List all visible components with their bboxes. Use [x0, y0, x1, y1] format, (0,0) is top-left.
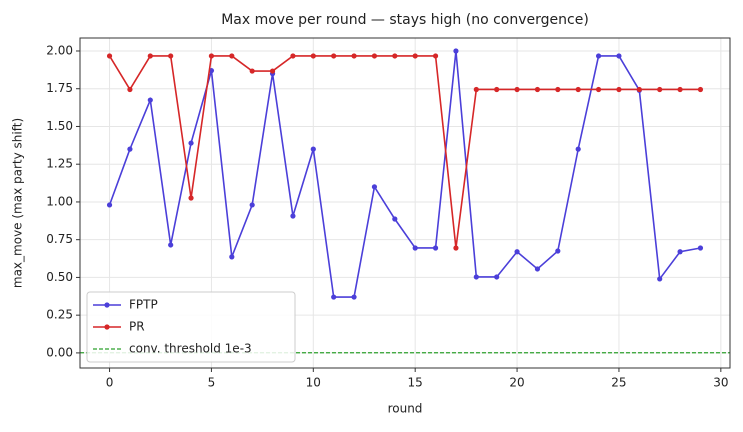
- point: [697, 245, 704, 251]
- point: [514, 86, 520, 93]
- x-tick-label: 20: [509, 376, 524, 390]
- point: [290, 53, 296, 59]
- point: [453, 48, 459, 54]
- y-tick-label: 1.00: [46, 194, 73, 208]
- legend-label: PR: [129, 320, 145, 334]
- point: [657, 276, 663, 282]
- point: [392, 53, 398, 59]
- point: [371, 53, 378, 59]
- point: [208, 53, 215, 59]
- point: [636, 86, 642, 93]
- point: [595, 53, 602, 59]
- legend-label: FPTP: [129, 298, 158, 312]
- y-tick-label: 1.25: [46, 157, 73, 171]
- point: [371, 184, 378, 190]
- point: [677, 249, 683, 255]
- legend-box: [86, 291, 296, 363]
- legend-label: conv. threshold 1e-3: [129, 342, 252, 356]
- y-tick-label: 0.25: [46, 308, 73, 322]
- y-tick-label: 1.75: [46, 81, 73, 95]
- y-axis-label: max_move (max party shift): [11, 118, 25, 288]
- point: [616, 86, 622, 93]
- point: [147, 53, 153, 59]
- point: [412, 53, 418, 59]
- point: [229, 53, 235, 59]
- point: [697, 86, 704, 93]
- point: [555, 86, 561, 93]
- x-tick-label: 0: [106, 376, 114, 390]
- point: [473, 274, 479, 280]
- point: [269, 68, 276, 74]
- point: [310, 53, 316, 59]
- point: [453, 245, 459, 251]
- point: [555, 248, 561, 254]
- y-tick-label: 2.00: [46, 43, 73, 57]
- x-tick-label: 25: [611, 376, 626, 390]
- plot-frame: [79, 37, 731, 369]
- point: [514, 249, 520, 255]
- x-tick-label: 5: [208, 376, 216, 390]
- point: [331, 294, 337, 300]
- point: [351, 53, 357, 59]
- legend-marker: [104, 324, 110, 330]
- point: [432, 53, 439, 59]
- point: [473, 86, 479, 93]
- x-tick-label: 10: [306, 376, 321, 390]
- point: [188, 195, 194, 201]
- y-tick-label: 0.00: [46, 345, 73, 359]
- point: [392, 216, 398, 222]
- x-tick-label: 15: [408, 376, 423, 390]
- point: [595, 86, 602, 93]
- point: [657, 86, 663, 93]
- point: [412, 245, 418, 251]
- point: [127, 146, 133, 152]
- point: [534, 266, 541, 272]
- point: [677, 86, 683, 93]
- point: [168, 53, 174, 59]
- legend-marker: [104, 302, 110, 308]
- point: [534, 86, 541, 93]
- point: [575, 146, 581, 152]
- point: [127, 86, 133, 93]
- point: [351, 294, 357, 300]
- point: [331, 53, 337, 59]
- point: [494, 274, 500, 280]
- point: [229, 254, 235, 260]
- y-tick-label: 0.75: [46, 232, 73, 246]
- point: [310, 146, 316, 152]
- point: [290, 213, 296, 219]
- y-tick-label: 0.50: [46, 270, 73, 284]
- x-tick-label: 30: [713, 376, 728, 390]
- x-axis-label: round: [388, 402, 423, 416]
- point: [494, 86, 500, 93]
- point: [147, 97, 153, 103]
- point: [188, 140, 194, 146]
- point: [106, 53, 113, 59]
- point: [432, 245, 439, 251]
- y-tick-label: 1.50: [46, 119, 73, 133]
- chart-title: Max move per round — stays high (no conv…: [221, 12, 589, 28]
- series-line: [108, 55, 701, 249]
- point: [106, 202, 113, 208]
- point: [616, 53, 622, 59]
- point: [249, 68, 255, 74]
- point: [249, 202, 255, 208]
- point: [575, 86, 581, 93]
- point: [168, 242, 174, 248]
